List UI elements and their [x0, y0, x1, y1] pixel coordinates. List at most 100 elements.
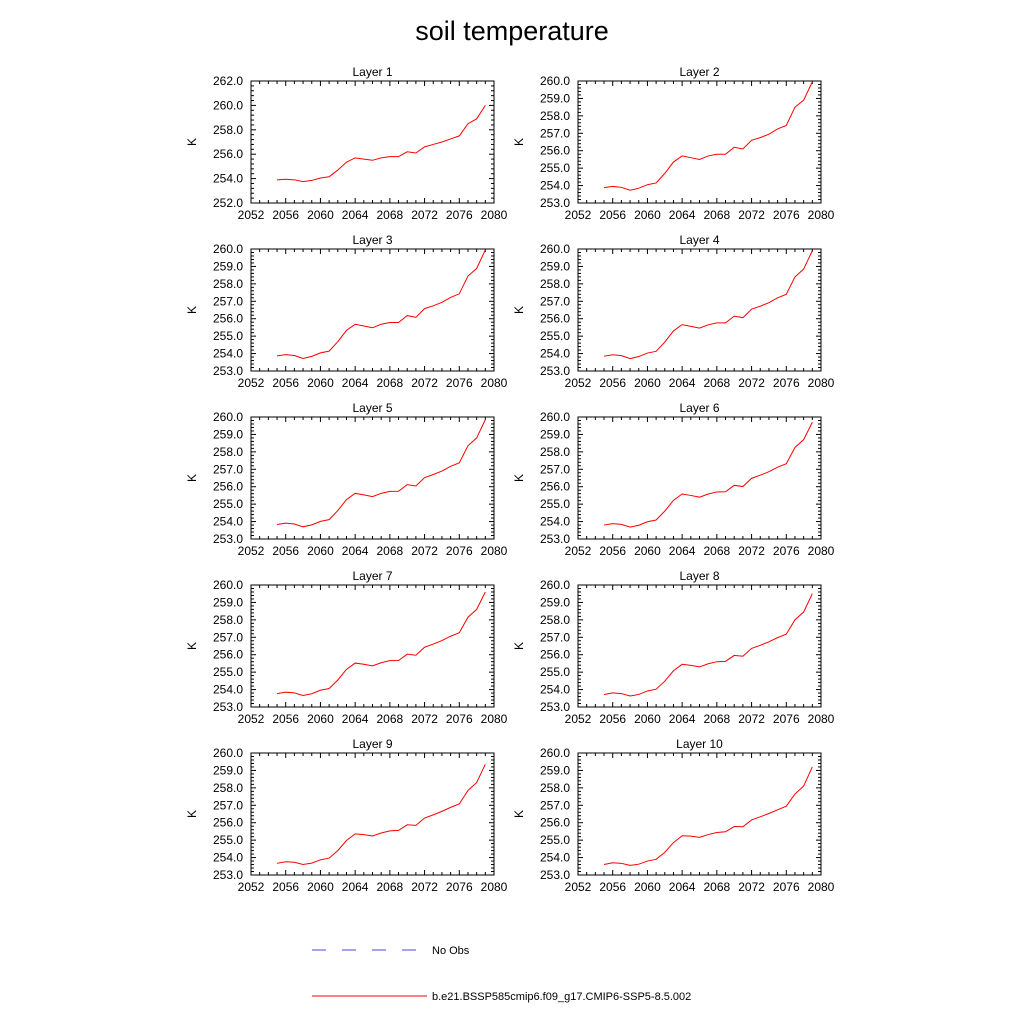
x-tick-label: 2080	[808, 544, 835, 558]
y-tick-label: 259.0	[540, 91, 570, 105]
x-tick-label: 2072	[411, 712, 438, 726]
x-tick-label: 2060	[307, 208, 334, 222]
x-tick-label: 2060	[307, 712, 334, 726]
series-line	[603, 81, 813, 191]
plot-frame	[577, 80, 822, 204]
x-tick-label: 2076	[446, 712, 473, 726]
y-tick-label: 253.0	[213, 868, 243, 882]
y-tick-label: 257.0	[213, 462, 243, 476]
x-tick-label: 2060	[634, 376, 661, 390]
y-tick-label: 260.0	[213, 746, 243, 760]
x-tick-label: 2076	[773, 712, 800, 726]
x-tick-label: 2080	[481, 544, 508, 558]
y-axis-label: K	[185, 642, 199, 650]
x-tick-label: 2056	[272, 376, 299, 390]
y-tick-label: 259.0	[213, 595, 243, 609]
panel-layer-2: Layer 2 K 2052 2056 2060 2064 2068 2072 2076 2080…	[512, 65, 835, 222]
y-tick-label: 252.0	[213, 196, 243, 210]
panel-title: Layer 6	[679, 401, 719, 415]
y-tick-label: 262.0	[213, 74, 243, 88]
x-tick-label: 2080	[481, 880, 508, 894]
x-tick-label: 2076	[773, 376, 800, 390]
x-tick-label: 2064	[342, 712, 369, 726]
x-tick-label: 2056	[599, 544, 626, 558]
panel-title: Layer 3	[352, 233, 392, 247]
x-tick-label: 2060	[634, 544, 661, 558]
y-tick-label: 256.0	[540, 312, 570, 326]
y-tick-label: 259.0	[540, 763, 570, 777]
plot-frame	[250, 80, 495, 204]
x-tick-label: 2052	[565, 208, 592, 222]
x-tick-label: 2064	[342, 544, 369, 558]
y-tick-label: 258.0	[213, 277, 243, 291]
y-tick-label: 255.0	[540, 161, 570, 175]
x-tick-label: 2064	[342, 376, 369, 390]
y-tick-label: 255.0	[213, 329, 243, 343]
y-tick-label: 258.0	[213, 445, 243, 459]
x-tick-label: 2068	[704, 712, 731, 726]
x-tick-label: 2072	[738, 208, 765, 222]
x-tick-label: 2052	[238, 208, 265, 222]
y-tick-label: 256.0	[213, 312, 243, 326]
panel-layer-4: Layer 4 K 2052 2056 2060 2064 2068 2072 2076 2080…	[512, 233, 835, 390]
y-axis-label: K	[185, 810, 199, 818]
x-tick-label: 2068	[704, 376, 731, 390]
y-tick-label: 254.0	[540, 683, 570, 697]
y-tick-label: 258.0	[213, 123, 243, 137]
y-tick-label: 256.0	[540, 144, 570, 158]
plot-frame	[577, 584, 822, 708]
y-tick-label: 260.0	[540, 410, 570, 424]
x-tick-label: 2060	[634, 712, 661, 726]
series-line	[276, 591, 486, 697]
series-line	[603, 593, 813, 697]
y-tick-label: 256.0	[213, 816, 243, 830]
y-tick-label: 259.0	[213, 763, 243, 777]
y-tick-label: 253.0	[540, 868, 570, 882]
y-tick-label: 260.0	[540, 578, 570, 592]
series-line	[276, 764, 486, 866]
x-tick-label: 2080	[808, 376, 835, 390]
y-tick-label: 256.0	[540, 480, 570, 494]
x-tick-label: 2052	[238, 544, 265, 558]
x-tick-label: 2080	[808, 712, 835, 726]
y-tick-label: 259.0	[213, 427, 243, 441]
x-tick-label: 2060	[634, 880, 661, 894]
y-tick-label: 256.0	[213, 648, 243, 662]
plot-frame	[250, 248, 495, 372]
x-tick-label: 2080	[808, 880, 835, 894]
y-tick-label: 260.0	[540, 242, 570, 256]
plot-frame	[577, 416, 822, 540]
x-tick-label: 2064	[342, 208, 369, 222]
y-tick-label: 253.0	[540, 196, 570, 210]
x-tick-label: 2076	[446, 376, 473, 390]
legend: No Obs b.e21.BSSP585cmip6.f09_g17.CMIP6-…	[312, 945, 691, 1003]
x-tick-label: 2060	[307, 880, 334, 894]
y-tick-label: 260.0	[213, 578, 243, 592]
y-tick-label: 255.0	[540, 497, 570, 511]
x-tick-label: 2064	[669, 376, 696, 390]
panel-title: Layer 9	[352, 737, 392, 751]
y-tick-label: 257.0	[540, 294, 570, 308]
panel-title: Layer 1	[352, 65, 392, 79]
y-tick-label: 258.0	[213, 613, 243, 627]
panel-grid: Layer 1 K 2052 2056 2060 2064 2068 2072 2076 2080…	[185, 65, 835, 894]
y-tick-label: 259.0	[540, 427, 570, 441]
chart-title: soil temperature	[415, 16, 609, 46]
y-tick-label: 255.0	[540, 665, 570, 679]
y-tick-label: 259.0	[540, 259, 570, 273]
plot-frame	[250, 416, 495, 540]
panel-layer-1: Layer 1 K 2052 2056 2060 2064 2068 2072 2076 2080…	[185, 65, 508, 222]
x-tick-label: 2056	[599, 208, 626, 222]
x-tick-label: 2076	[773, 880, 800, 894]
x-tick-label: 2068	[377, 712, 404, 726]
panel-layer-10: Layer 10 K 2052 2056 2060 2064 2068 2072 2076 208…	[512, 737, 835, 894]
y-tick-label: 254.0	[540, 179, 570, 193]
y-tick-label: 257.0	[213, 630, 243, 644]
panel-title: Layer 10	[676, 737, 723, 751]
panel-layer-9: Layer 9 K 2052 2056 2060 2064 2068 2072 2076 2080…	[185, 737, 508, 894]
y-tick-label: 253.0	[540, 700, 570, 714]
panel-title: Layer 7	[352, 569, 392, 583]
legend-model-label: b.e21.BSSP585cmip6.f09_g17.CMIP6-SSP5-8.…	[432, 991, 691, 1003]
